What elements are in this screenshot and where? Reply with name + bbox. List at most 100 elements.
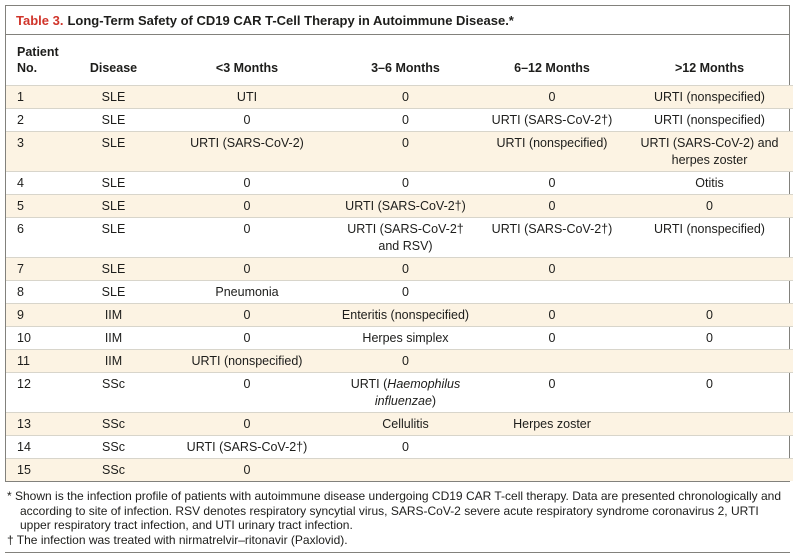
patient-no-cell: 8 <box>6 280 66 304</box>
cell: 0 <box>161 458 333 481</box>
cell <box>478 280 626 304</box>
cell <box>478 349 626 373</box>
cell <box>333 458 478 481</box>
cell: IIM <box>66 326 161 350</box>
cell: 0 <box>161 372 333 413</box>
cell: URTI (SARS-CoV-2†) <box>333 194 478 218</box>
table-title: Table 3. Long-Term Safety of CD19 CAR T-C… <box>6 6 789 35</box>
patient-no-cell: 11 <box>6 349 66 373</box>
cell: URTI (SARS-CoV-2) and her­pes zoster <box>626 131 793 172</box>
table-row: 6 SLE 0 URTI (SARS-CoV-2† and RSV) URTI (SAR… <box>6 217 793 258</box>
footnote: † The infection was treated with nirmatr… <box>7 532 348 547</box>
cell: SSc <box>66 435 161 459</box>
patient-no-cell: 4 <box>6 171 66 195</box>
cell: 0 <box>478 326 626 350</box>
cell: SSc <box>66 372 161 413</box>
cell: URTI (nonspecified) <box>626 85 793 109</box>
table-row: 2 SLE 0 0 URTI (SARS-CoV-2†) URTI (nonspecifi… <box>6 108 793 132</box>
safety-table: Patient No. Disease <3 Months 3–6 Months 6–1… <box>6 35 793 481</box>
table-row: 5 SLE 0 URTI (SARS-CoV-2†) 0 0 <box>6 194 793 218</box>
table-head: Patient No. Disease <3 Months 3–6 Months 6–1… <box>6 35 793 86</box>
cell: URTI (SARS-CoV-2) <box>161 131 333 172</box>
column-header: >12 Months <box>674 61 745 75</box>
cell: URTI (nonspecified) <box>626 217 793 258</box>
patient-no-cell: 10 <box>6 326 66 350</box>
patient-no-cell: 14 <box>6 435 66 459</box>
patient-no-cell: 6 <box>6 217 66 258</box>
cell <box>478 435 626 459</box>
cell <box>626 458 793 481</box>
cell: 0 <box>626 303 793 327</box>
cell <box>626 435 793 459</box>
cell: 0 <box>478 194 626 218</box>
patient-no-cell: 15 <box>6 458 66 481</box>
cell: 0 <box>161 303 333 327</box>
cell: SLE <box>66 280 161 304</box>
cell: SLE <box>66 108 161 132</box>
cell: 0 <box>626 372 793 413</box>
cell: Pneumonia <box>161 280 333 304</box>
table-row: 7 SLE 0 0 0 <box>6 257 793 281</box>
footnote: * Shown is the infection profile of pati… <box>7 489 781 532</box>
patient-no-cell: 9 <box>6 303 66 327</box>
table-row: 8 SLE Pneumonia 0 <box>6 280 793 304</box>
patient-no-cell: 13 <box>6 412 66 436</box>
cell: SLE <box>66 217 161 258</box>
cell: IIM <box>66 349 161 373</box>
table-row: 9 IIM 0 Enteritis (nonspecified) 0 0 <box>6 303 793 327</box>
column-header: Patient No. <box>17 45 59 75</box>
patient-no-cell: 3 <box>6 131 66 172</box>
cell: 0 <box>333 131 478 172</box>
cell: 0 <box>333 257 478 281</box>
cell: URTI (nonspecified) <box>478 131 626 172</box>
cell: SLE <box>66 257 161 281</box>
cell <box>478 458 626 481</box>
cell: 0 <box>478 257 626 281</box>
table-box: Table 3. Long-Term Safety of CD19 CAR T-C… <box>5 5 793 482</box>
cell: 0 <box>478 372 626 413</box>
cell: 0 <box>626 194 793 218</box>
footnotes: * Shown is the infection profile of pati… <box>5 489 790 547</box>
cell: URTI (SARS-CoV-2† and RSV) <box>333 217 478 258</box>
cell: Cellulitis <box>333 412 478 436</box>
table-row: 10 IIM 0 Herpes simplex 0 0 <box>6 326 793 350</box>
cell <box>626 412 793 436</box>
cell: URTI (SARS-CoV-2†) <box>478 217 626 258</box>
cell: 0 <box>626 326 793 350</box>
header-row: Patient No. Disease <3 Months 3–6 Months 6–1… <box>6 35 793 86</box>
column-header: <3 Months <box>215 61 279 75</box>
cell: 0 <box>333 171 478 195</box>
patient-no-cell: 1 <box>6 85 66 109</box>
table-body: 1 SLE UTI 0 0 URTI (nonspecified) 2 SLE 0 0 URTI (… <box>6 85 793 481</box>
cell: URTI (SARS-CoV-2†) <box>161 435 333 459</box>
cell: URTI (nonspecified) <box>161 349 333 373</box>
cell: 0 <box>161 412 333 436</box>
cell: 0 <box>161 257 333 281</box>
cell: IIM <box>66 303 161 327</box>
cell <box>626 257 793 281</box>
cell: 0 <box>161 108 333 132</box>
cell: 0 <box>333 435 478 459</box>
column-header: 6–12 Months <box>514 61 590 75</box>
cell: SLE <box>66 194 161 218</box>
cell: URTI (nonspecified) <box>626 108 793 132</box>
cell: 0 <box>333 349 478 373</box>
cell: 0 <box>478 303 626 327</box>
cell: 0 <box>333 280 478 304</box>
table-row: 12 SSc 0 URTI (Haemophilus influ­enzae) 0 0 <box>6 372 793 413</box>
table-row: 15 SSc 0 <box>6 458 793 481</box>
column-header: Disease <box>89 61 138 75</box>
footnote-marker: † <box>7 532 14 547</box>
cell: 0 <box>333 85 478 109</box>
cell <box>626 349 793 373</box>
table-number-label: Table 3. <box>16 13 64 28</box>
cell: 0 <box>161 217 333 258</box>
cell: SSc <box>66 458 161 481</box>
cell: 0 <box>478 171 626 195</box>
cell: 0 <box>478 85 626 109</box>
table-row: 13 SSc 0 Cellulitis Herpes zoster <box>6 412 793 436</box>
cell: Enteritis (nonspecified) <box>333 303 478 327</box>
cell: 0 <box>161 171 333 195</box>
cell: 0 <box>333 108 478 132</box>
